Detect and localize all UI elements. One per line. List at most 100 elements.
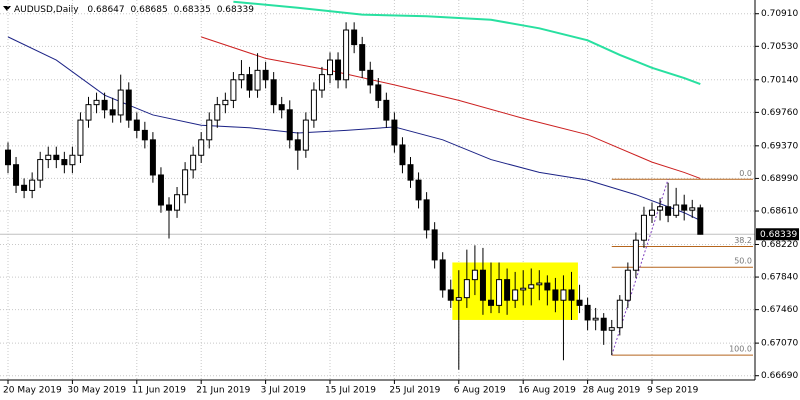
candle-body xyxy=(174,194,181,211)
x-tick-label: 16 Aug 2019 xyxy=(518,386,576,396)
candle-body xyxy=(109,109,116,116)
moving-average xyxy=(233,0,701,86)
y-tick-label: 0.68610 xyxy=(761,207,798,217)
candle-body xyxy=(673,204,680,216)
candle-body xyxy=(335,59,342,81)
candle-body xyxy=(246,74,253,91)
candle-body xyxy=(552,289,559,301)
x-tick-label: 3 Jul 2019 xyxy=(261,386,306,396)
candle-body xyxy=(230,79,237,101)
x-tick-label: 15 Jul 2019 xyxy=(325,386,376,396)
price-box xyxy=(756,228,799,241)
candle-body xyxy=(101,99,108,111)
candle-body xyxy=(286,109,293,141)
y-tick-label: 0.69760 xyxy=(761,108,798,118)
candle-body xyxy=(343,29,350,81)
candle-body xyxy=(141,129,148,141)
header-low: 0.68335 xyxy=(174,5,211,15)
candle-body xyxy=(407,164,414,181)
candle-body xyxy=(125,89,132,121)
header-high: 0.68685 xyxy=(131,5,168,15)
candle-body xyxy=(560,289,567,301)
header: AUDUSD,Daily 0.68647 0.68685 0.68335 0.6… xyxy=(14,5,254,15)
candle-body xyxy=(5,149,11,166)
candle-body xyxy=(93,99,100,106)
candle-body xyxy=(632,239,639,271)
candle-body xyxy=(85,104,92,121)
candle-body xyxy=(29,179,36,191)
candle-body xyxy=(681,204,688,211)
candle-body xyxy=(262,69,269,81)
candle-body xyxy=(649,209,655,216)
x-tick-label: 30 May 2019 xyxy=(67,386,126,396)
candle-body xyxy=(310,89,317,121)
y-tick-label: 0.67460 xyxy=(761,305,798,315)
candle-body xyxy=(149,139,156,176)
candle-body xyxy=(302,119,309,151)
x-tick-label: 28 Aug 2019 xyxy=(583,386,641,396)
y-tick-label: 0.70530 xyxy=(761,42,798,52)
candle-body xyxy=(198,139,205,156)
candle-body xyxy=(496,279,503,306)
candle-body xyxy=(447,289,454,301)
candle-body xyxy=(182,169,189,196)
candle-body xyxy=(270,79,277,106)
candle-body xyxy=(157,174,164,206)
candle-body xyxy=(455,297,462,301)
candle-body xyxy=(318,74,325,91)
candle-body xyxy=(367,69,374,86)
candle-body xyxy=(21,184,28,191)
candle-body xyxy=(488,299,494,306)
fib-label: 50.0 xyxy=(734,257,752,266)
y-tick-label: 0.66690 xyxy=(761,371,798,381)
y-tick-label: 0.68990 xyxy=(761,174,798,184)
candle-body xyxy=(665,206,672,216)
candle-body xyxy=(278,104,285,111)
candle-body xyxy=(69,154,76,166)
candle-body xyxy=(391,119,398,146)
candle-body xyxy=(327,59,333,76)
header-close: 0.68339 xyxy=(217,5,254,15)
candle-body xyxy=(512,289,519,301)
candle-body xyxy=(61,159,68,166)
candle-body xyxy=(520,287,527,291)
candle-body xyxy=(206,119,213,141)
candle-body xyxy=(689,207,696,211)
candle-body xyxy=(640,214,647,241)
x-tick-label: 11 Jun 2019 xyxy=(132,386,186,396)
candle-body xyxy=(423,199,430,231)
candle-body xyxy=(624,269,631,301)
candle-body xyxy=(431,229,438,261)
candle-body xyxy=(479,269,486,301)
fib-label: 0.0 xyxy=(739,169,752,178)
candle-body xyxy=(238,74,245,81)
x-tick-label: 9 Sep 2019 xyxy=(647,386,699,396)
candle-body xyxy=(190,154,197,171)
x-tick-label: 20 May 2019 xyxy=(3,386,62,396)
candle-body xyxy=(415,179,422,201)
moving-average xyxy=(201,36,701,179)
candle-body xyxy=(399,144,406,166)
candle-body xyxy=(608,327,615,331)
candle-body xyxy=(600,317,607,331)
y-tick-label: 0.69370 xyxy=(761,141,798,151)
candle-body xyxy=(359,44,366,71)
candle-body xyxy=(471,269,478,281)
candle-body xyxy=(568,289,575,301)
menu-triangle xyxy=(3,6,11,11)
y-tick-label: 0.70140 xyxy=(761,75,798,85)
candle-body xyxy=(214,104,221,121)
candle-body xyxy=(166,204,172,211)
candle-body xyxy=(375,84,382,101)
x-tick-label: 21 Jun 2019 xyxy=(196,386,250,396)
candle-body xyxy=(294,139,301,151)
candle-body xyxy=(528,284,535,289)
candle-body xyxy=(37,159,44,181)
candle-body xyxy=(133,119,140,131)
candle-body xyxy=(504,279,511,301)
price-box-label: 0.68339 xyxy=(760,230,797,240)
symbol-title: AUDUSD,Daily xyxy=(14,5,79,15)
candle-body xyxy=(592,317,599,321)
